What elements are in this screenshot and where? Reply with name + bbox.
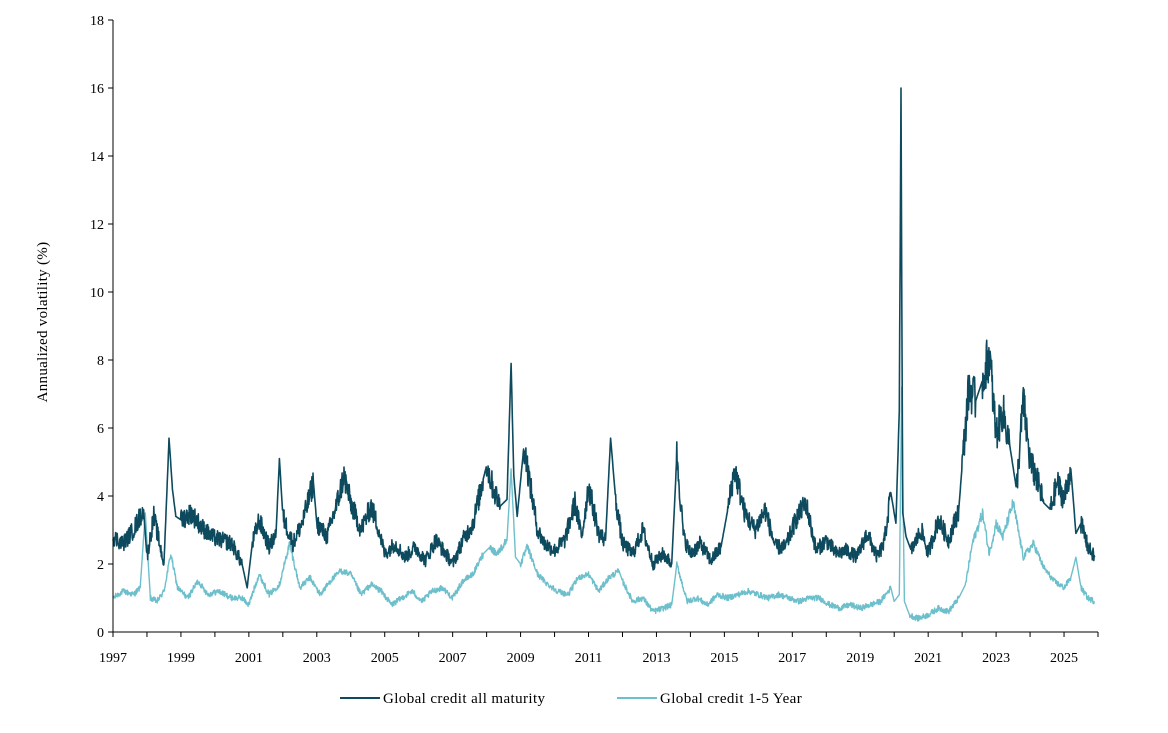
- legend: Global credit all maturity Global credit …: [340, 691, 802, 707]
- y-tick-label: 8: [97, 354, 104, 369]
- x-tick-label: 2019: [846, 651, 874, 666]
- x-tick-label: 2025: [1050, 651, 1078, 666]
- x-tick-label: 2009: [507, 651, 535, 666]
- x-tick-label: 2015: [710, 651, 738, 666]
- x-tick-label: 2007: [439, 651, 467, 666]
- y-axis-title: Annualized volatility (%): [35, 242, 51, 403]
- x-tick-label: 2013: [642, 651, 670, 666]
- y-tick-label: 16: [90, 82, 104, 97]
- y-tick-label: 12: [90, 218, 104, 233]
- x-ticks: 1997 1999 2001 2003 2005 2007 2009 2011 2013 2015…: [99, 632, 1099, 666]
- series-line-all-maturity: [112, 87, 1096, 589]
- y-tick-label: 14: [90, 150, 104, 165]
- x-tick-label: 2021: [914, 651, 942, 666]
- x-tick-label: 2017: [778, 651, 806, 666]
- y-tick-label: 6: [97, 422, 104, 437]
- y-tick-label: 10: [90, 286, 104, 301]
- x-tick-label: 1997: [99, 651, 127, 666]
- x-tick-label: 2005: [371, 651, 399, 666]
- x-tick-label: 1999: [167, 651, 195, 666]
- series-lines: [112, 87, 1096, 622]
- x-tick-label: 2023: [982, 651, 1010, 666]
- legend-label-all-maturity: Global credit all maturity: [383, 691, 546, 707]
- y-tick-label: 2: [97, 558, 104, 573]
- y-tick-label: 0: [97, 626, 104, 641]
- series-line-1-5-year: [112, 386, 1095, 622]
- x-tick-label: 2003: [303, 651, 331, 666]
- plot-area: 0 2 4 6 8 10 12 14 16 18 1997 1999 2001 2003 2005 2007…: [90, 14, 1099, 666]
- legend-label-1-5-year: Global credit 1-5 Year: [660, 691, 802, 707]
- y-ticks: 0 2 4 6 8 10 12 14 16 18: [90, 14, 113, 641]
- y-tick-label: 4: [97, 490, 104, 505]
- x-tick-label: 2001: [235, 651, 263, 666]
- x-tick-label: 2011: [575, 651, 602, 666]
- y-tick-label: 18: [90, 14, 104, 29]
